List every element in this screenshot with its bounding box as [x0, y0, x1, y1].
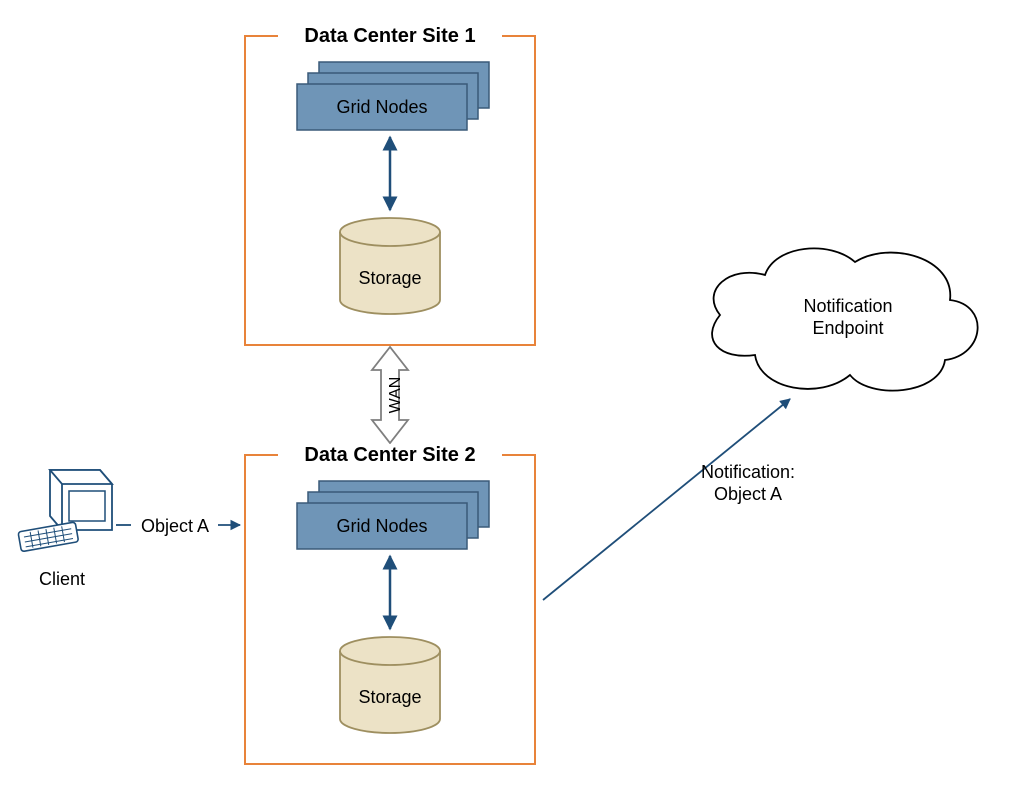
client-keyboard-icon: [18, 522, 79, 552]
diagram-canvas: Data Center Site 1 Grid Nodes Storage WA…: [0, 0, 1013, 811]
site1-title: Data Center Site 1: [304, 25, 475, 47]
site2-storage-label: Storage: [358, 687, 421, 707]
site2-grid-nodes-label: Grid Nodes: [336, 516, 427, 536]
site2-grid-nodes: Grid Nodes: [297, 481, 489, 549]
site2-title: Data Center Site 2: [304, 444, 475, 466]
site1-storage: Storage: [340, 218, 440, 314]
object-a-label: Object A: [141, 516, 209, 536]
site1-grid-nodes: Grid Nodes: [297, 62, 489, 130]
wan-label: WAN: [387, 377, 404, 414]
client-group: Client Object A: [18, 470, 240, 589]
site1-storage-label: Storage: [358, 268, 421, 288]
client-label: Client: [39, 569, 85, 589]
site1-container: Data Center Site 1 Grid Nodes Storage: [245, 25, 535, 345]
notification-line1: Notification:: [701, 462, 795, 482]
notification-cloud: Notification Endpoint: [712, 248, 978, 390]
notification-arrow-group: Notification: Object A: [543, 399, 795, 600]
site2-storage: Storage: [340, 637, 440, 733]
client-monitor-icon: [50, 470, 112, 530]
site1-grid-nodes-label: Grid Nodes: [336, 97, 427, 117]
notification-line2: Object A: [714, 484, 782, 504]
cloud-line2: Endpoint: [812, 318, 883, 338]
site2-container: Data Center Site 2 Grid Nodes Storage: [245, 444, 535, 764]
cloud-line1: Notification: [803, 296, 892, 316]
wan-arrow: WAN: [372, 347, 408, 443]
